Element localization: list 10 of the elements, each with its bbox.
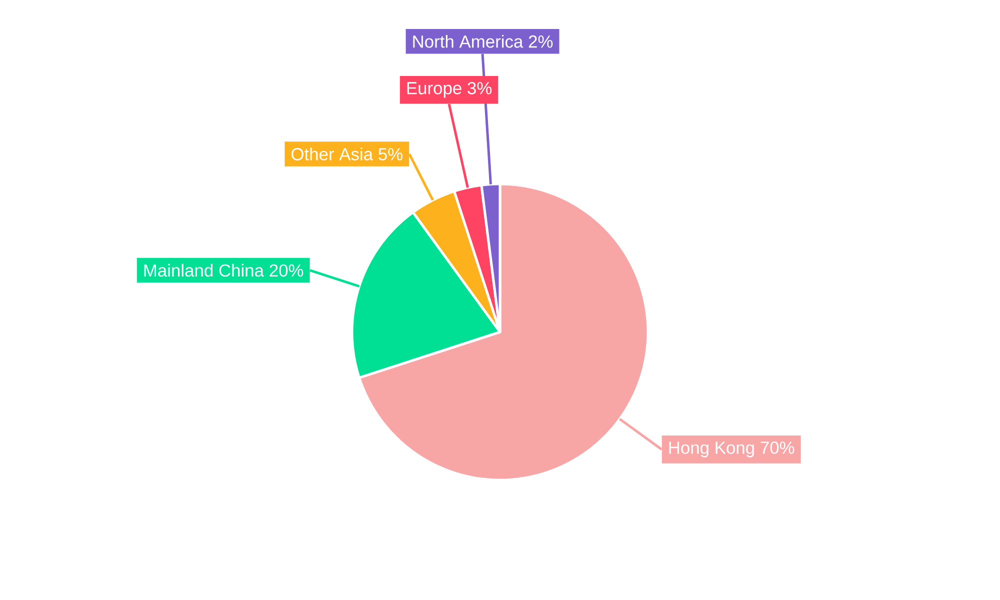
data-label: 5% [378, 148, 402, 160]
data-label: 20% [270, 264, 304, 277]
data-label: 2% [528, 35, 553, 48]
slice-label: Mainland China [144, 264, 264, 277]
data-label: 70% [760, 442, 794, 454]
data-label: 3% [468, 82, 492, 94]
slice-label: Hong Kong [669, 442, 754, 458]
slice-label: North America [413, 34, 524, 48]
slice-label: Europe [407, 82, 462, 98]
slice-label: Other Asia [292, 148, 374, 160]
